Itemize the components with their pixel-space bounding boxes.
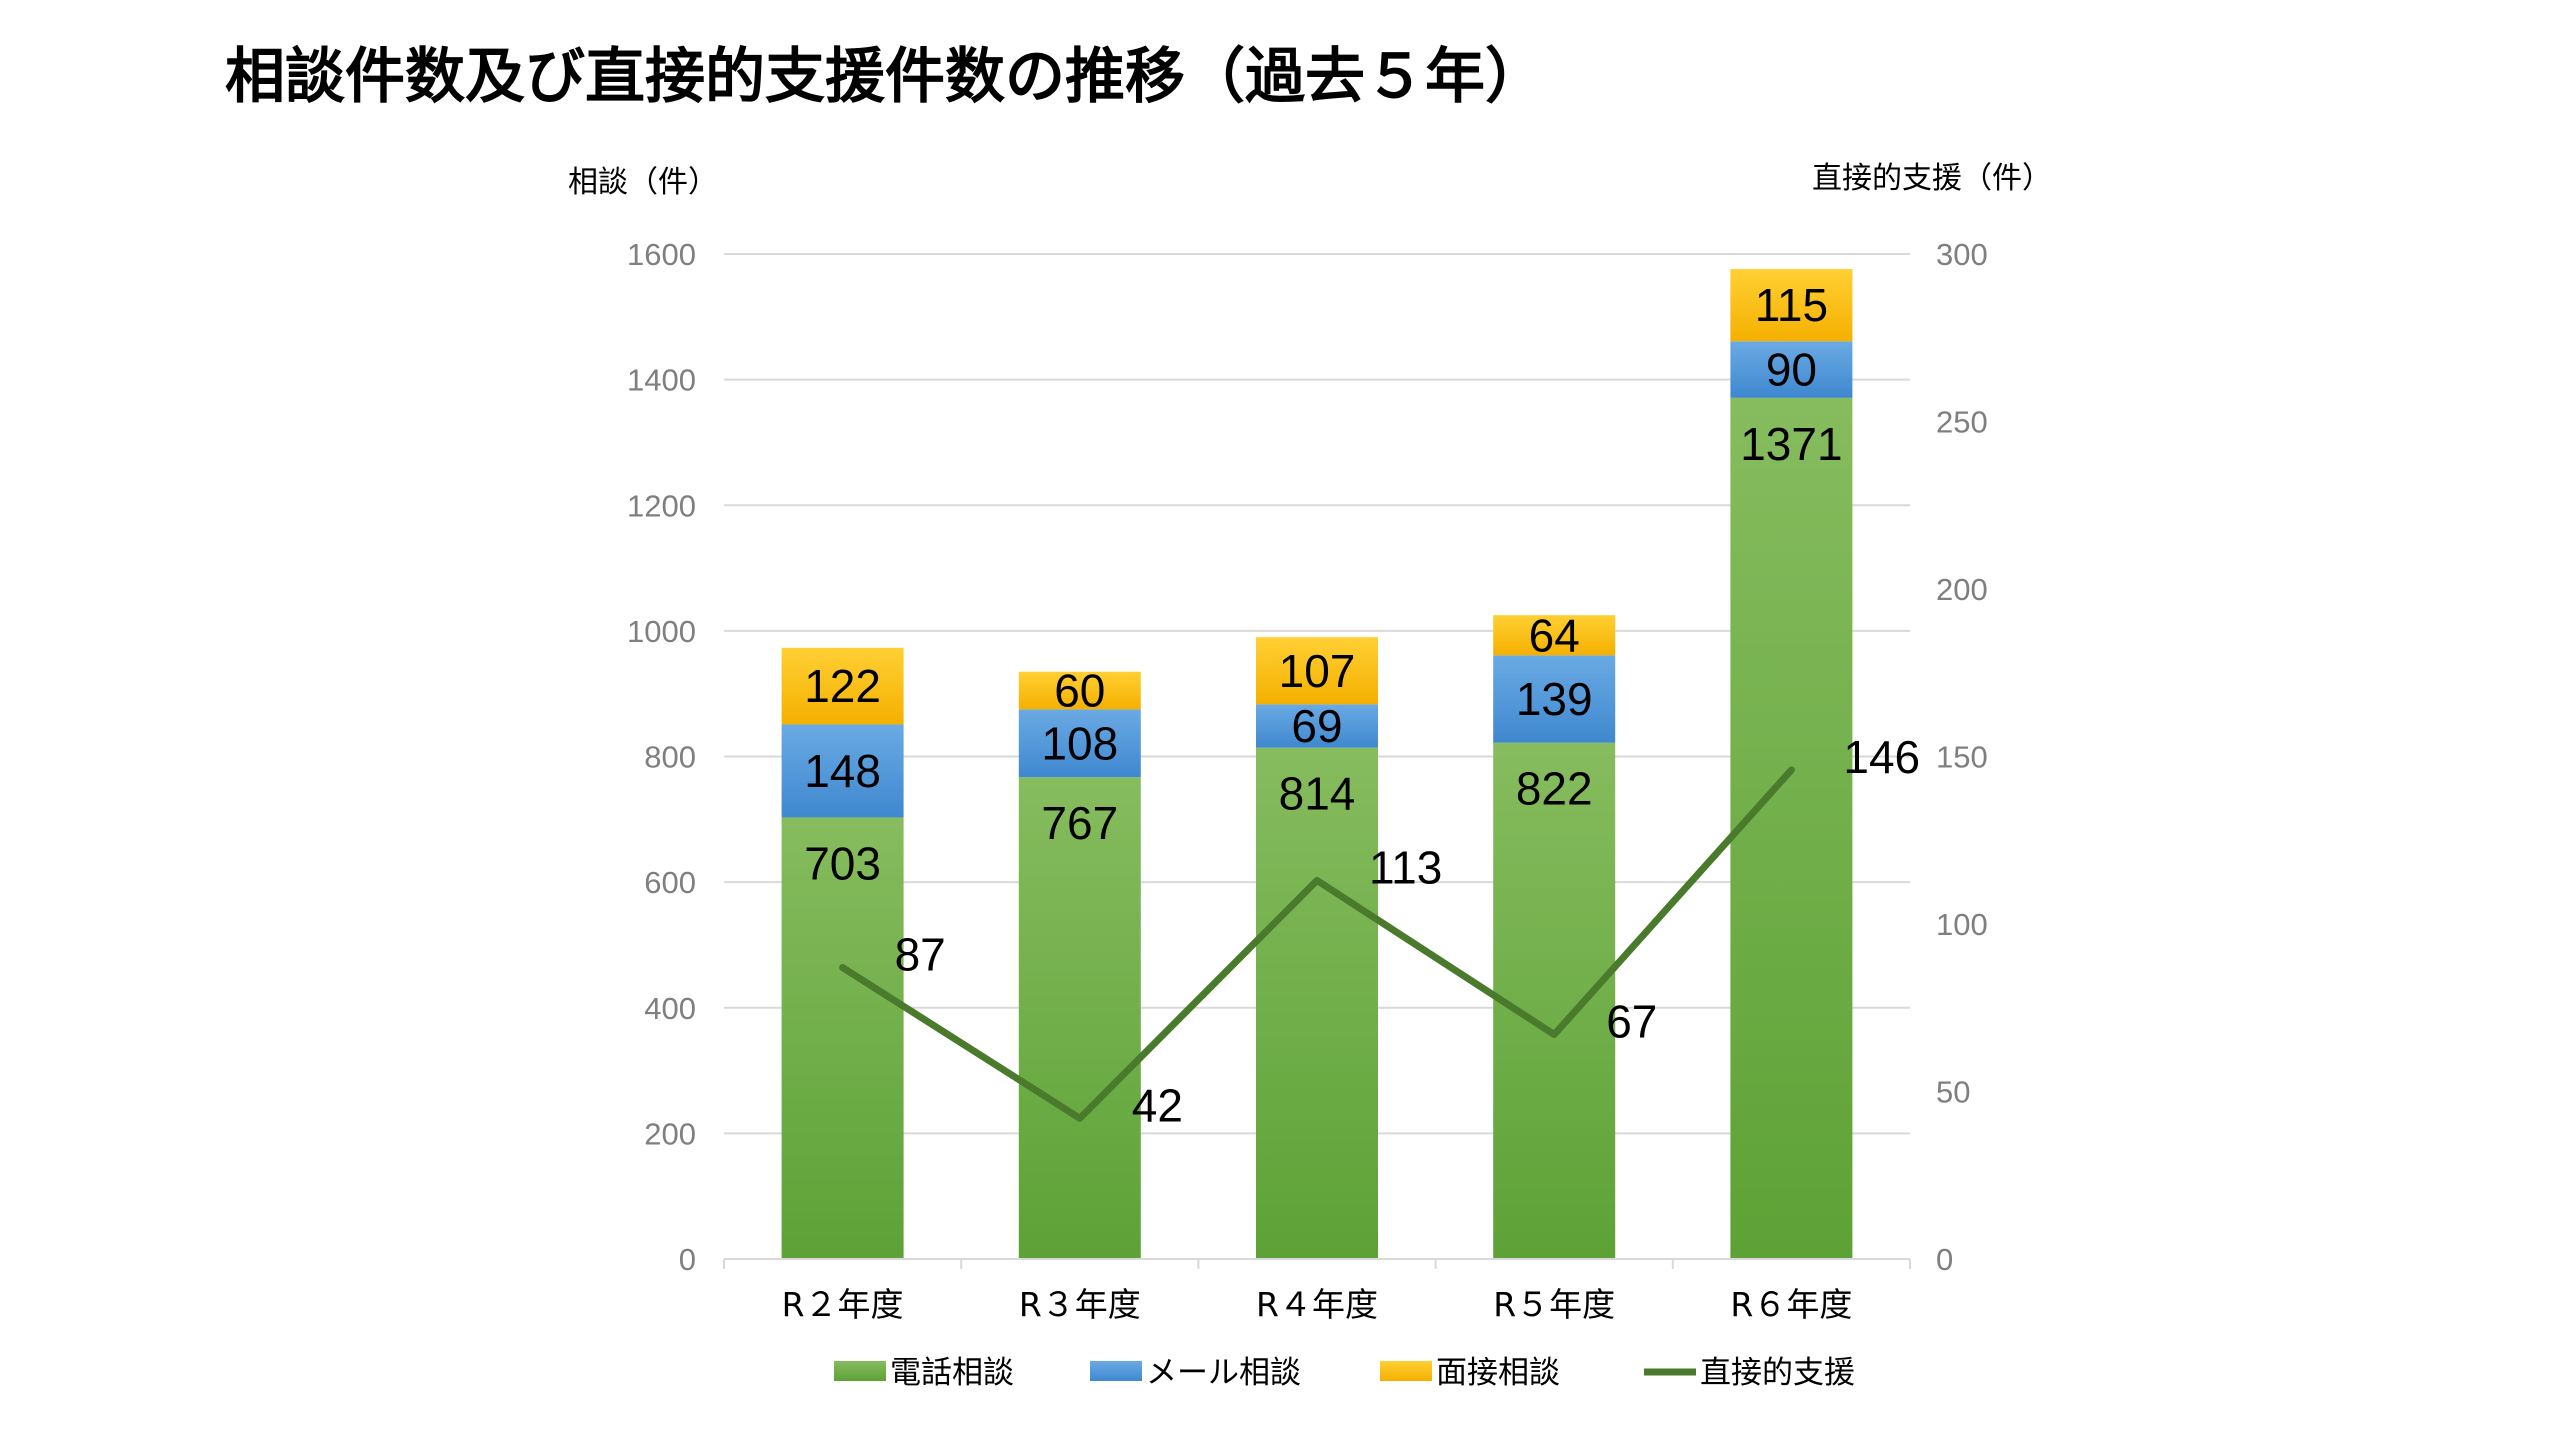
y-left-tick-label: 200 <box>644 1116 696 1151</box>
legend-swatch-面接相談 <box>1380 1361 1432 1381</box>
bar-面接相談-R６年度 <box>1730 269 1853 342</box>
y-left-tick-label: 0 <box>679 1242 696 1277</box>
data-label-電話相談: 767 <box>1041 797 1118 849</box>
legend-label-直接的支援: 直接的支援 <box>1700 1355 1855 1391</box>
y-right-tick-label: 50 <box>1936 1075 1970 1110</box>
y-right-tick-label: 150 <box>1936 740 1988 775</box>
data-label-直接的支援: 67 <box>1606 996 1657 1048</box>
y-left-tick-label: 1000 <box>627 614 696 649</box>
data-label-メール相談: 90 <box>1766 344 1817 396</box>
data-label-直接的支援: 87 <box>895 929 946 981</box>
legend-label-メール相談: メール相談 <box>1146 1355 1301 1391</box>
y-right-tick-label: 200 <box>1936 572 1988 607</box>
y-left-tick-label: 1600 <box>627 237 696 272</box>
y-left-tick-label: 400 <box>644 991 696 1026</box>
data-label-面接相談: 115 <box>1755 279 1828 331</box>
bar-メール相談-R４年度 <box>1256 704 1378 748</box>
legend: 電話相談 メール相談 面接相談 直接的支援 <box>834 1355 1855 1391</box>
data-label-面接相談: 122 <box>804 660 881 712</box>
bar-メール相談-R５年度 <box>1493 655 1616 743</box>
line-直接的支援 <box>839 766 1795 1122</box>
bar-電話相談-R３年度 <box>1018 777 1141 1259</box>
data-label-直接的支援: 113 <box>1369 841 1442 893</box>
bar-面接相談-R４年度 <box>1256 637 1378 705</box>
y-right-tick-label: 0 <box>1936 1242 1953 1277</box>
y-right-tick-label: 300 <box>1936 237 1988 272</box>
y-left-axis-title: 相談（件） <box>568 165 718 200</box>
legend-label-面接相談: 面接相談 <box>1436 1355 1560 1391</box>
bar-メール相談-R６年度 <box>1730 341 1853 398</box>
data-label-電話相談: 1371 <box>1740 418 1842 470</box>
y-left-tick-label: 1200 <box>627 488 696 523</box>
x-category-label: R３年度 <box>1019 1285 1141 1324</box>
x-category-label: R２年度 <box>782 1285 904 1324</box>
bar-メール相談-R２年度 <box>781 724 904 818</box>
y-left-tick-label: 600 <box>644 865 696 900</box>
legend-swatch-電話相談 <box>834 1361 886 1381</box>
data-label-面接相談: 60 <box>1054 665 1105 717</box>
data-label-電話相談: 814 <box>1279 768 1356 820</box>
x-category-label: R５年度 <box>1493 1285 1615 1324</box>
line-series <box>839 766 1795 1122</box>
bar-面接相談-R５年度 <box>1493 615 1616 656</box>
bar-メール相談-R３年度 <box>1018 709 1141 778</box>
data-label-メール相談: 139 <box>1516 673 1593 725</box>
data-label-直接的支援: 42 <box>1132 1079 1183 1131</box>
data-label-直接的支援: 146 <box>1843 731 1920 783</box>
bar-電話相談-R４年度 <box>1256 747 1378 1259</box>
axes: 0 200 400 600 800 1000 1200 1400 1600 0 50 100 150 20… <box>568 161 2052 1324</box>
y-left-tick-label: 1400 <box>627 363 696 398</box>
x-category-label: R６年度 <box>1730 1285 1852 1324</box>
bar-電話相談-R６年度 <box>1730 397 1853 1259</box>
data-label-面接相談: 107 <box>1279 645 1356 697</box>
data-label-メール相談: 69 <box>1291 700 1342 752</box>
data-label-電話相談: 703 <box>804 837 881 889</box>
data-label-メール相談: 108 <box>1041 717 1118 769</box>
bar-面接相談-R２年度 <box>781 647 904 725</box>
bar-面接相談-R３年度 <box>1018 671 1141 710</box>
y-left-tick-label: 800 <box>644 740 696 775</box>
y-right-tick-label: 100 <box>1936 907 1988 942</box>
data-label-メール相談: 148 <box>804 745 881 797</box>
legend-label-電話相談: 電話相談 <box>890 1355 1014 1391</box>
bar-電話相談-R５年度 <box>1493 742 1616 1259</box>
bar-電話相談-R２年度 <box>781 817 904 1259</box>
y-right-tick-label: 250 <box>1936 405 1988 440</box>
page-title: 相談件数及び直接的支援件数の推移（過去５年） <box>225 42 1545 112</box>
y-right-axis-title: 直接的支援（件） <box>1812 161 2052 196</box>
x-category-label: R４年度 <box>1256 1285 1378 1324</box>
legend-swatch-メール相談 <box>1090 1361 1142 1381</box>
data-label-電話相談: 822 <box>1516 763 1593 815</box>
bar-series <box>781 269 1853 1259</box>
data-label-面接相談: 64 <box>1529 609 1580 661</box>
